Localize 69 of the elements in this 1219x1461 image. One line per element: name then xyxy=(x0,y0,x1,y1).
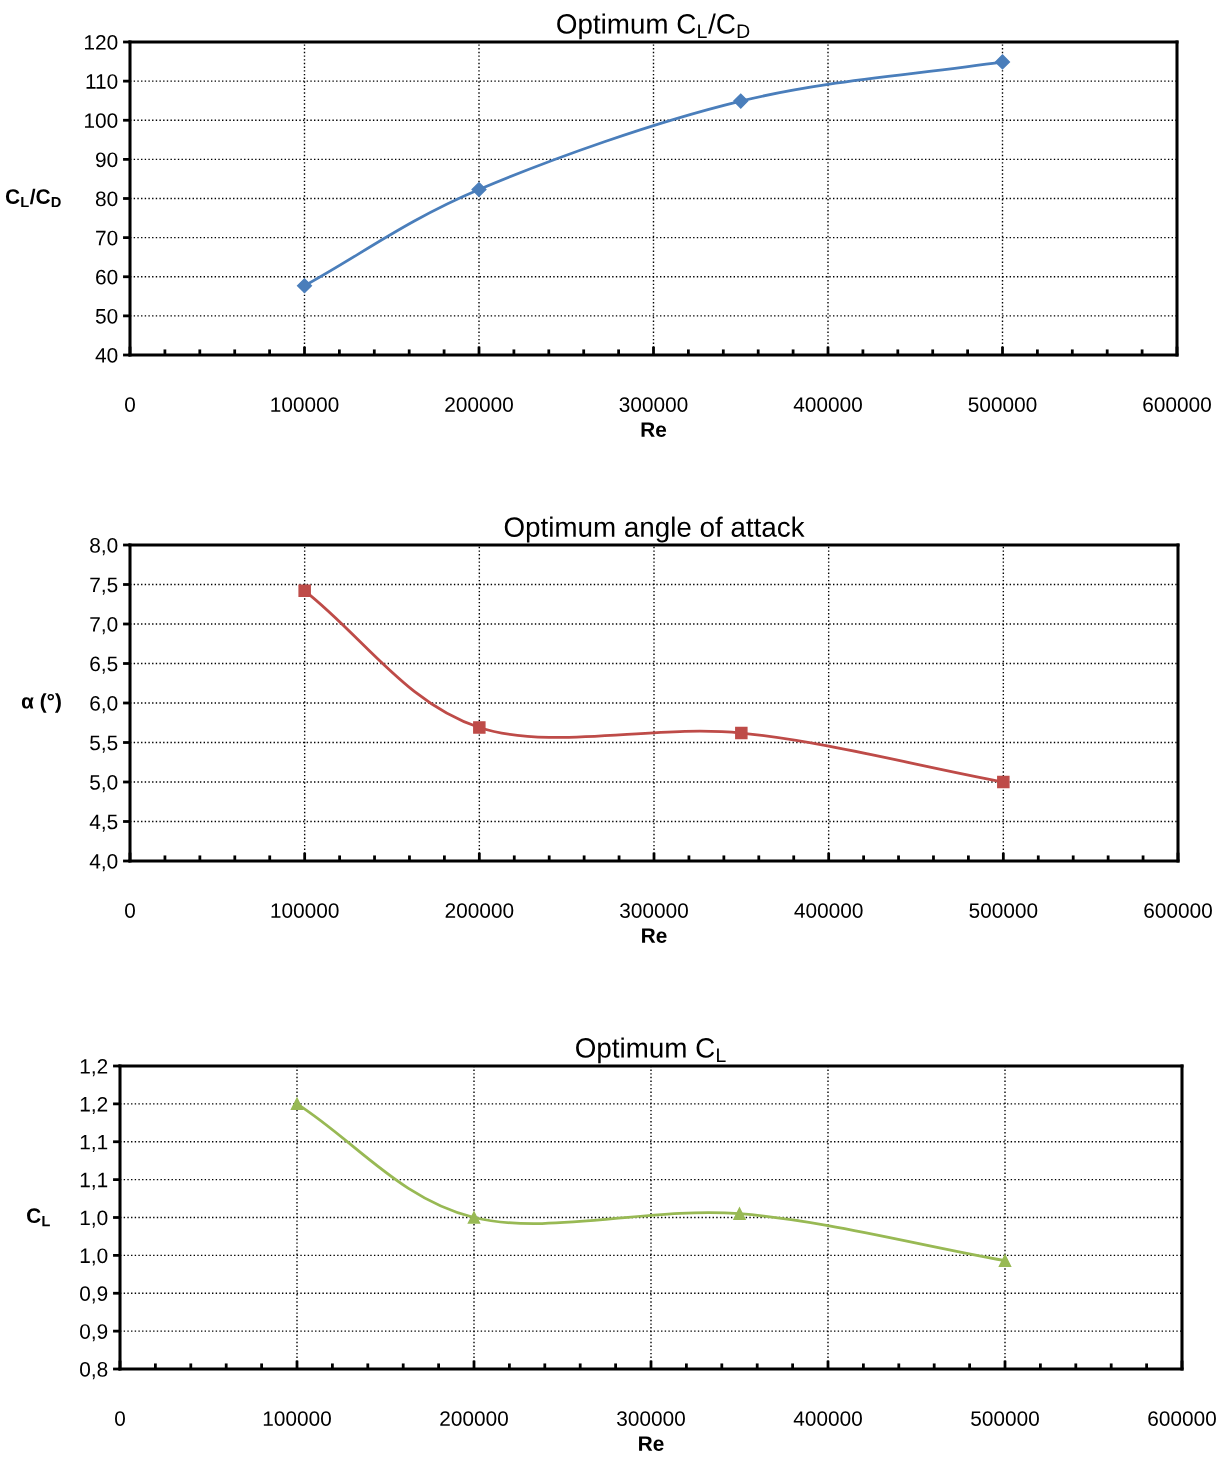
y-tick-label: 90 xyxy=(96,152,118,168)
y-axis-title: α (°) xyxy=(21,693,61,713)
chart-title: Optimum C$_{L}$ xyxy=(576,1037,726,1064)
y-tick-label: 80 xyxy=(95,191,118,207)
y-tick-label: 50 xyxy=(95,308,118,324)
y-tick-label: 40 xyxy=(95,348,118,363)
y-tick-label: 4,5 xyxy=(89,814,118,832)
x-tick-label: 200000 xyxy=(445,397,513,412)
x-tick-label: 500000 xyxy=(968,397,1037,412)
y-tick-label: 0,9 xyxy=(80,1286,108,1304)
x-tick-label: 0 xyxy=(125,903,135,918)
point xyxy=(298,584,311,598)
y-tick-label: 120 xyxy=(85,35,118,50)
point xyxy=(296,278,313,294)
y-tick-label: 0,8 xyxy=(80,1362,108,1380)
y-tick-label: 7,5 xyxy=(90,577,118,595)
y-tick-label: 8,0 xyxy=(90,538,118,556)
y-tick-label: 0,9 xyxy=(80,1324,108,1342)
y-tick-label: 1,0 xyxy=(80,1248,108,1266)
x-tick-label: 600000 xyxy=(1143,397,1211,412)
point xyxy=(997,775,1010,789)
y-tick-label: 1,1 xyxy=(80,1134,108,1152)
y-axis-title: C$_{L}$ xyxy=(27,1208,50,1227)
point xyxy=(733,93,749,109)
point xyxy=(473,721,486,734)
point xyxy=(735,726,748,740)
x-axis-title: Re xyxy=(642,928,667,943)
x-axis-title: Re xyxy=(639,1436,664,1451)
x-tick-label: 100000 xyxy=(271,397,339,412)
x-tick-label: 600000 xyxy=(1144,903,1212,918)
point xyxy=(998,1254,1012,1267)
point xyxy=(471,181,487,198)
y-tick-label: 1,2 xyxy=(80,1096,108,1115)
x-tick-label: 200000 xyxy=(445,903,514,918)
y-tick-label: 100 xyxy=(85,113,118,128)
chart-title: Optimum C$_{L}$/C$_{D}$ xyxy=(557,13,750,40)
y-tick-label: 110 xyxy=(86,74,118,89)
x-tick-label: 100000 xyxy=(263,1411,331,1426)
y-tick-label: 6,5 xyxy=(90,656,118,674)
x-tick-label: 300000 xyxy=(620,903,688,918)
point xyxy=(994,54,1011,70)
x-tick-label: 400000 xyxy=(793,397,862,412)
x-tick-label: 200000 xyxy=(440,1411,508,1426)
chart-title: Optimum angle of attack xyxy=(504,516,805,543)
x-tick-label: 300000 xyxy=(617,1411,685,1426)
x-tick-label: 500000 xyxy=(971,1411,1039,1426)
point xyxy=(467,1211,481,1224)
point xyxy=(733,1207,746,1220)
x-tick-label: 0 xyxy=(125,397,135,412)
x-tick-label: 400000 xyxy=(794,903,863,918)
y-tick-label: 5,5 xyxy=(90,735,118,753)
x-tick-label: 600000 xyxy=(1148,1411,1216,1426)
y-tick-label: 70 xyxy=(96,230,118,246)
x-axis-title: Re xyxy=(641,422,667,437)
y-tick-label: 1,0 xyxy=(80,1210,108,1228)
y-tick-label: 6,0 xyxy=(90,696,118,714)
x-tick-label: 0 xyxy=(115,1411,125,1426)
y-tick-label: 60 xyxy=(96,269,118,285)
y-axis-title: C$_{L}$/C$_{D}$ xyxy=(5,188,61,208)
y-tick-label: 1,2 xyxy=(80,1059,108,1077)
y-tick-label: 1,1 xyxy=(80,1172,108,1190)
point xyxy=(290,1097,304,1111)
x-tick-label: 500000 xyxy=(969,903,1038,918)
y-tick-label: 5,0 xyxy=(90,775,118,793)
x-tick-label: 400000 xyxy=(793,1411,862,1426)
y-tick-label: 7,0 xyxy=(90,617,118,635)
x-tick-label: 100000 xyxy=(271,903,339,918)
y-tick-label: 4,0 xyxy=(89,854,118,872)
x-tick-label: 300000 xyxy=(619,397,688,412)
